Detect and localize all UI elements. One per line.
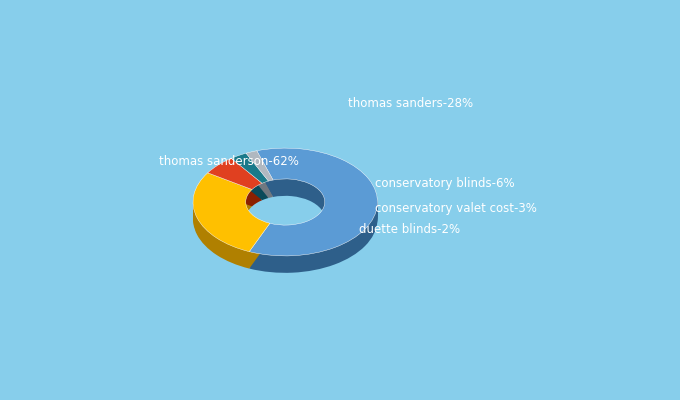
Wedge shape	[207, 161, 262, 192]
Wedge shape	[207, 160, 262, 191]
Wedge shape	[231, 170, 269, 200]
Wedge shape	[193, 180, 270, 259]
Wedge shape	[207, 170, 262, 201]
Wedge shape	[250, 155, 377, 263]
Wedge shape	[246, 166, 273, 197]
Wedge shape	[231, 153, 269, 183]
Wedge shape	[250, 165, 377, 273]
Text: conservatory blinds-6%: conservatory blinds-6%	[375, 177, 515, 190]
Wedge shape	[193, 176, 270, 254]
Wedge shape	[250, 159, 377, 267]
Wedge shape	[193, 183, 270, 262]
Text: conservatory valet cost-3%: conservatory valet cost-3%	[375, 202, 537, 215]
Wedge shape	[207, 174, 262, 205]
Wedge shape	[207, 162, 262, 194]
Wedge shape	[207, 175, 262, 206]
Wedge shape	[246, 154, 273, 184]
Wedge shape	[250, 150, 377, 257]
Wedge shape	[193, 177, 270, 256]
Wedge shape	[193, 173, 270, 252]
Wedge shape	[246, 156, 273, 187]
Wedge shape	[250, 152, 377, 260]
Wedge shape	[207, 167, 262, 198]
Wedge shape	[231, 164, 269, 194]
Wedge shape	[246, 159, 273, 190]
Wedge shape	[193, 190, 270, 268]
Wedge shape	[250, 164, 377, 272]
Wedge shape	[193, 186, 270, 264]
Wedge shape	[250, 154, 377, 262]
Wedge shape	[246, 162, 273, 192]
Wedge shape	[250, 162, 377, 270]
Wedge shape	[231, 156, 269, 186]
Wedge shape	[193, 178, 270, 257]
Wedge shape	[193, 184, 270, 263]
Wedge shape	[246, 152, 273, 182]
Wedge shape	[250, 158, 377, 266]
Wedge shape	[193, 174, 270, 253]
Wedge shape	[246, 158, 273, 188]
Wedge shape	[231, 167, 269, 197]
Wedge shape	[246, 168, 273, 198]
Wedge shape	[193, 188, 270, 267]
Wedge shape	[250, 161, 377, 269]
Wedge shape	[250, 151, 377, 259]
Wedge shape	[207, 171, 262, 202]
Wedge shape	[207, 158, 262, 190]
Wedge shape	[246, 155, 273, 185]
Text: duette blinds-2%: duette blinds-2%	[359, 223, 460, 236]
Wedge shape	[193, 181, 270, 260]
Wedge shape	[250, 148, 377, 256]
Wedge shape	[231, 163, 269, 193]
Wedge shape	[231, 166, 269, 196]
Wedge shape	[231, 159, 269, 189]
Text: thomas sanderson-62%: thomas sanderson-62%	[158, 156, 299, 168]
Wedge shape	[207, 168, 262, 199]
Wedge shape	[231, 158, 269, 188]
Wedge shape	[207, 164, 262, 195]
Text: thomas sanders-28%: thomas sanders-28%	[348, 97, 474, 110]
Wedge shape	[231, 169, 269, 199]
Wedge shape	[231, 160, 269, 190]
Wedge shape	[207, 165, 262, 196]
Wedge shape	[246, 151, 273, 181]
Wedge shape	[231, 155, 269, 185]
Wedge shape	[231, 162, 269, 192]
Wedge shape	[207, 172, 262, 204]
Wedge shape	[246, 164, 273, 194]
Wedge shape	[246, 161, 273, 191]
Wedge shape	[193, 187, 270, 266]
Wedge shape	[250, 156, 377, 264]
Wedge shape	[246, 165, 273, 195]
